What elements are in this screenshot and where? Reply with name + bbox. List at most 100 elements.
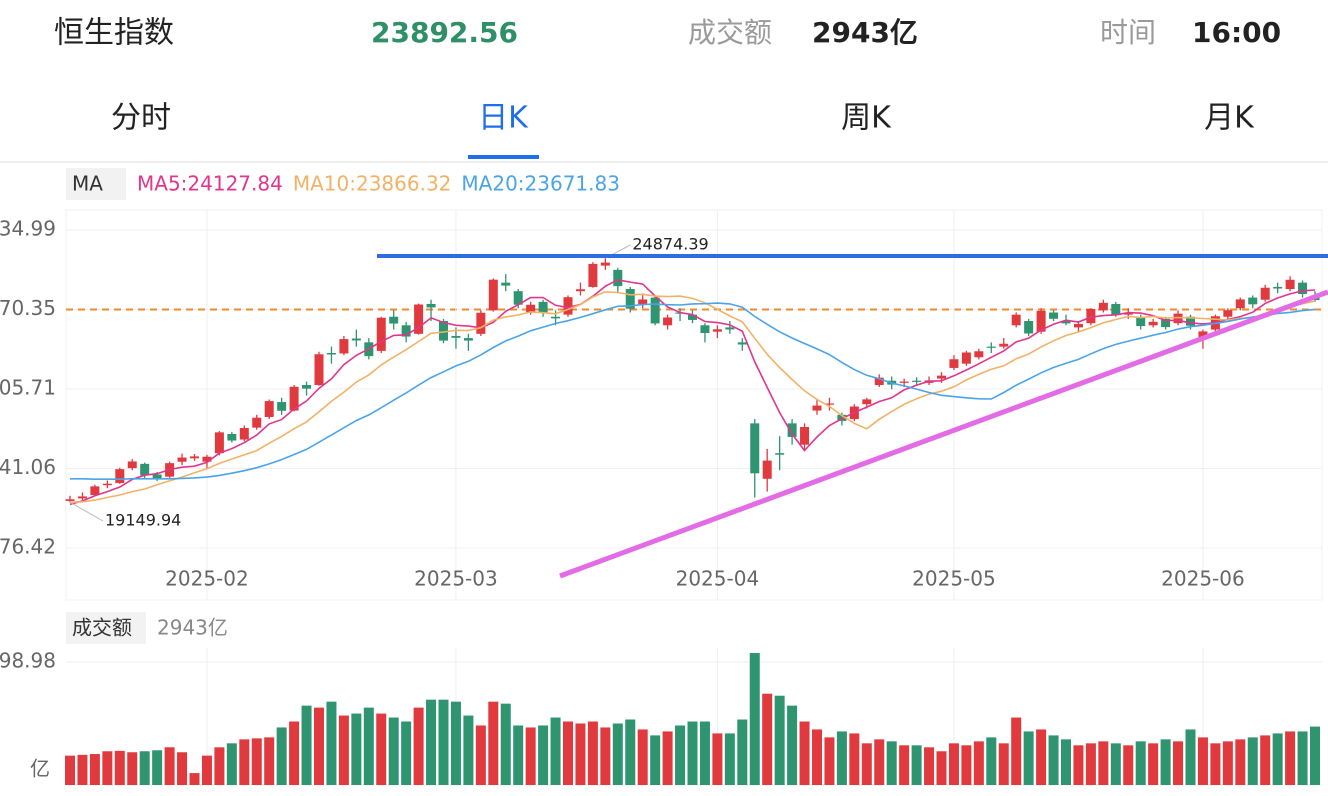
candle-body bbox=[638, 299, 648, 304]
volume-bar bbox=[1310, 726, 1320, 785]
volume-bar bbox=[1123, 745, 1134, 785]
volume-bar bbox=[961, 745, 972, 785]
index-price: 23892.56 bbox=[371, 16, 518, 49]
candle-body bbox=[650, 297, 660, 324]
volume-bar bbox=[1135, 741, 1146, 785]
volume-panel: 6198.98 bbox=[0, 648, 1322, 786]
volume-bar bbox=[662, 731, 673, 785]
x-tick-label: 2025-06 bbox=[1161, 567, 1245, 591]
volume-bar bbox=[712, 733, 723, 785]
volume-bar bbox=[351, 713, 362, 785]
volume-bar bbox=[550, 717, 561, 785]
candle-body bbox=[513, 291, 523, 305]
volume-bar bbox=[762, 693, 773, 785]
volume-bar bbox=[264, 737, 275, 785]
candle-body bbox=[1260, 287, 1270, 300]
volume-bar bbox=[538, 725, 549, 785]
volume-bar bbox=[401, 721, 412, 785]
candle-body bbox=[563, 297, 573, 315]
candle-body bbox=[314, 354, 324, 385]
candle-body bbox=[1273, 286, 1283, 289]
candle-body bbox=[339, 339, 349, 354]
ma-line bbox=[70, 302, 1316, 480]
ma-line bbox=[69, 278, 1316, 506]
candle-body bbox=[376, 317, 386, 351]
volume-bar bbox=[513, 725, 524, 785]
price-panel: 25534.99 23670.35 21805.71 19941.06 18076.42… bbox=[0, 210, 1322, 600]
candle-body bbox=[414, 304, 424, 334]
candle-body bbox=[152, 474, 162, 479]
candle-body bbox=[986, 346, 996, 348]
candle-body bbox=[501, 282, 511, 286]
candle-body bbox=[1073, 323, 1083, 328]
tab[interactable]: 周K bbox=[841, 101, 892, 136]
tab[interactable]: 分时 bbox=[111, 101, 171, 136]
volume-bar bbox=[625, 719, 636, 785]
time-value: 16:00 bbox=[1192, 16, 1281, 49]
candle-body bbox=[1011, 314, 1021, 326]
candle-body bbox=[800, 426, 810, 445]
volume-bar bbox=[500, 703, 511, 785]
candle-body bbox=[1186, 316, 1195, 326]
tab[interactable]: 月K bbox=[1204, 101, 1255, 136]
y-tick-label: 21805.71 bbox=[0, 375, 56, 399]
volume-bar bbox=[1148, 743, 1159, 785]
volume-bar bbox=[189, 773, 200, 785]
volume-bar bbox=[774, 695, 785, 785]
volume-bar bbox=[276, 727, 287, 785]
volume-bar bbox=[77, 754, 88, 785]
volume-bar bbox=[1061, 739, 1071, 785]
candle-body bbox=[750, 423, 760, 474]
y-tick-label: 18076.42 bbox=[0, 535, 56, 559]
volume-bar bbox=[426, 699, 437, 785]
volume-bar bbox=[1185, 729, 1196, 785]
candle-body bbox=[227, 434, 237, 441]
volume-bar bbox=[1247, 737, 1258, 785]
volume-bar bbox=[1222, 741, 1233, 785]
candle-body bbox=[302, 384, 312, 389]
volume-bar bbox=[1098, 741, 1109, 785]
y-tick-label: 19941.06 bbox=[0, 455, 56, 479]
candle-body bbox=[824, 403, 834, 405]
volume-bar bbox=[911, 745, 922, 785]
volume-legend: 2943亿 bbox=[157, 616, 228, 640]
volume-bar bbox=[152, 750, 163, 785]
candle-body bbox=[90, 486, 100, 495]
volume-title-box bbox=[66, 612, 146, 644]
volume-bar bbox=[1048, 735, 1059, 785]
candle-body bbox=[725, 327, 735, 330]
volume-bar bbox=[201, 755, 212, 785]
tab-underline bbox=[468, 155, 539, 159]
volume-bar bbox=[1023, 731, 1034, 785]
volume-bar bbox=[1235, 739, 1246, 785]
candle-body bbox=[737, 342, 747, 345]
volume-bar bbox=[986, 737, 997, 785]
candle-body bbox=[762, 460, 772, 479]
tab[interactable]: 日K bbox=[478, 101, 529, 136]
candle-body bbox=[190, 456, 199, 459]
candle-body bbox=[874, 377, 884, 385]
volume-title: 成交额 bbox=[72, 616, 132, 640]
candle-body bbox=[1298, 282, 1308, 294]
candle-body bbox=[264, 401, 274, 417]
volume-bar bbox=[525, 727, 536, 785]
volume-bar bbox=[849, 733, 860, 785]
legend-entry: MA20:23671.83 bbox=[461, 172, 620, 196]
drawn-trend-line bbox=[559, 289, 1328, 579]
candle-body bbox=[1061, 321, 1071, 324]
volume-bar bbox=[326, 701, 337, 785]
candle-body bbox=[688, 314, 697, 320]
time-label: 时间 bbox=[1100, 16, 1156, 49]
candle-body bbox=[712, 329, 722, 332]
volume-bar bbox=[450, 701, 461, 785]
candle-body bbox=[949, 359, 959, 368]
candle-body bbox=[1086, 309, 1096, 324]
volume-bar bbox=[1073, 745, 1084, 785]
ma-legend: MA5:24127.84 MA10:23866.32 MA20:23671.83 bbox=[137, 172, 620, 196]
candle-body bbox=[787, 423, 797, 437]
turnover-label: 成交额 bbox=[688, 16, 772, 49]
volume-bar bbox=[301, 705, 312, 785]
volume-bar bbox=[1173, 741, 1184, 785]
volume-bar bbox=[463, 715, 474, 785]
